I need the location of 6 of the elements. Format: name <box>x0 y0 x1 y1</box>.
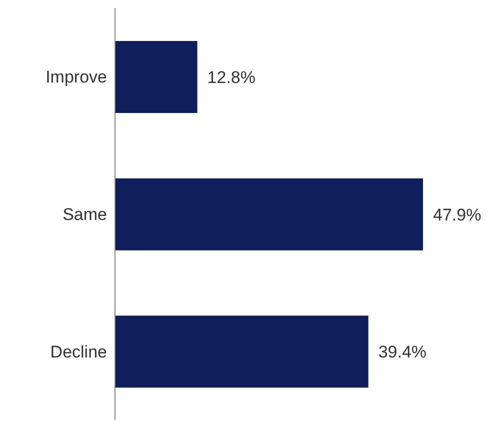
y-tick-label: Improve <box>46 68 107 87</box>
data-label: 12.8% <box>207 68 256 88</box>
data-label: 39.4% <box>378 342 427 362</box>
y-tick-label: Decline <box>50 342 107 362</box>
y-tick-label: Same <box>62 205 107 224</box>
data-label: 47.9% <box>433 205 482 224</box>
